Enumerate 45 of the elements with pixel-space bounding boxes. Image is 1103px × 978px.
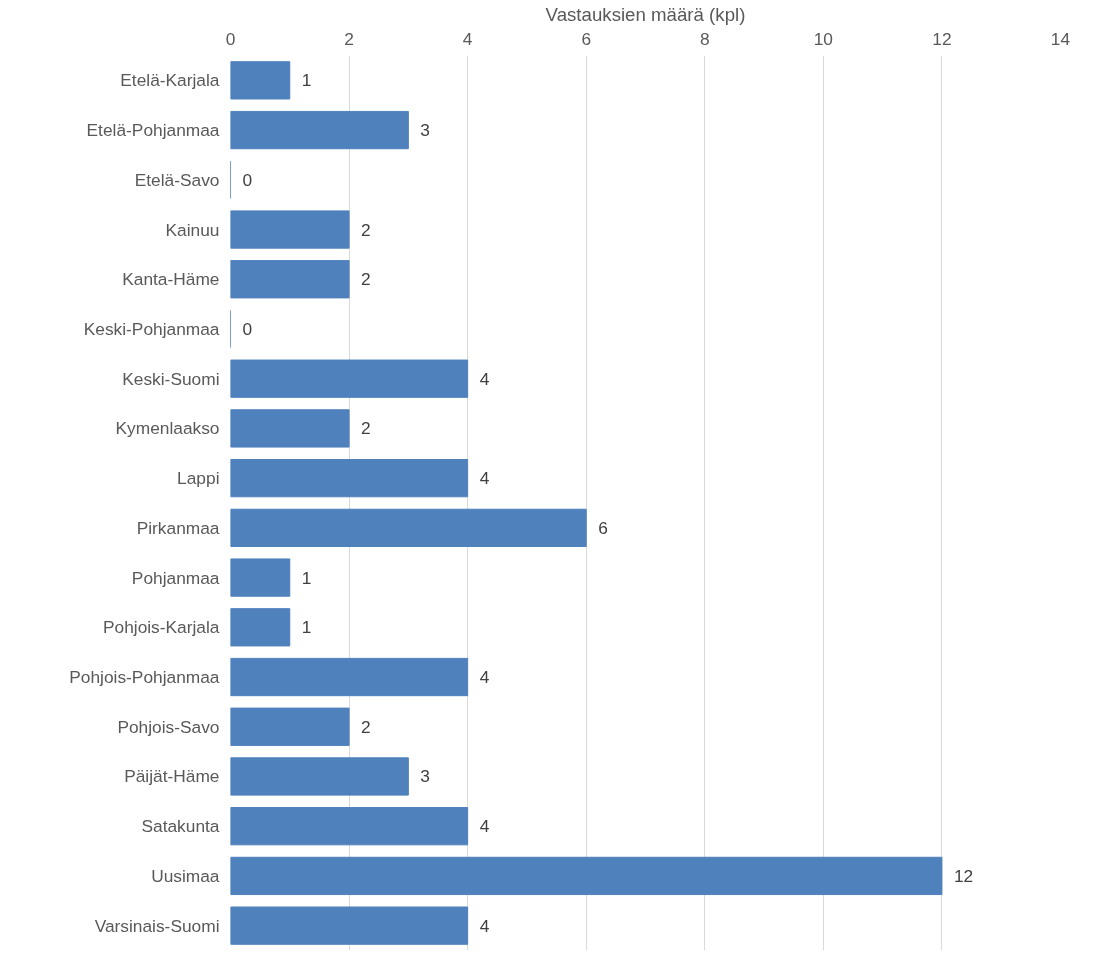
data-label: 0 [242,169,253,190]
y-tick-label: Päijät-Häme [124,766,220,787]
y-tick-label: Etelä-Karjala [120,70,220,91]
x-tick-label: 8 [699,28,710,49]
y-tick-label: Pirkanmaa [136,517,220,538]
x-tick-label: 4 [462,28,473,49]
data-label: 2 [361,219,371,240]
data-label: 2 [361,269,371,290]
x-tick-label: 0 [225,28,236,49]
y-tick-label: Pohjois-Savo [117,716,220,737]
y-tick-label: Satakunta [141,816,220,837]
data-label: 6 [598,517,608,538]
data-label: 1 [301,70,312,91]
x-tick-label: 10 [813,28,833,49]
y-tick-label: Lappi [177,468,220,489]
data-label: 3 [420,120,430,141]
x-tick-label: 12 [932,28,952,49]
data-label: 4 [479,816,490,837]
y-tick-label: Etelä-Savo [134,169,220,190]
data-label: 1 [301,617,312,638]
data-label: 3 [420,766,430,787]
x-tick-label: 14 [1050,28,1071,49]
data-label: 0 [242,318,253,339]
y-tick-label: Kymenlaakso [115,418,220,439]
y-tick-label: Kainuu [165,219,220,240]
data-label: 2 [361,418,371,439]
y-tick-label: Etelä-Pohjanmaa [86,120,220,141]
y-tick-label: Uusimaa [151,865,220,886]
x-tick-label: 2 [344,28,354,49]
y-tick-label: Pohjanmaa [131,567,220,588]
x-tick-label: 6 [581,28,592,49]
y-tick-label: Kanta-Häme [122,269,220,290]
data-label: 4 [479,368,490,389]
y-tick-label: Keski-Suomi [122,368,220,389]
data-label: 2 [361,716,371,737]
data-label: 12 [953,865,974,886]
data-label: 1 [301,567,312,588]
x-axis-title: Vastauksien määrä (kpl) [545,3,746,25]
data-label: 4 [479,468,490,489]
y-tick-label: Keski-Pohjanmaa [83,318,220,339]
y-tick-label: Pohjois-Karjala [102,617,220,638]
data-label: 4 [479,915,490,936]
y-tick-label: Varsinais-Suomi [94,915,220,936]
data-label: 4 [479,667,490,688]
y-tick-label: Pohjois-Pohjanmaa [69,667,220,688]
